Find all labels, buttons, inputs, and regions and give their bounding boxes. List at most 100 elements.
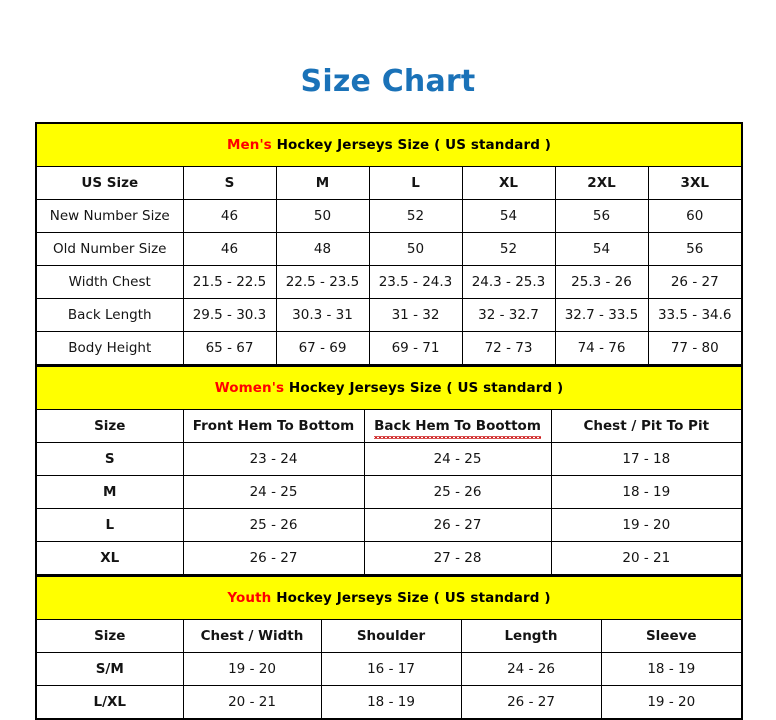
row-value: 23.5 - 24.3 <box>368 265 463 299</box>
row-label: S/M <box>35 652 184 686</box>
row-value: 69 - 71 <box>368 331 463 366</box>
row-value: 18 - 19 <box>550 475 743 509</box>
row-label: L <box>35 508 184 542</box>
mens-size-table: Men's Hockey Jerseys Size ( US standard … <box>35 122 743 366</box>
row-value: 16 - 17 <box>320 652 462 686</box>
row-value: 27 - 28 <box>363 541 552 576</box>
table-row: L/XL 20 - 21 18 - 19 26 - 27 19 - 20 <box>35 685 743 720</box>
row-label: S <box>35 442 184 476</box>
misspelled-word: Back Hem To Boottom <box>374 417 541 439</box>
row-value: 52 <box>368 199 463 233</box>
mens-header-row: US Size S M L XL 2XL 3XL <box>35 166 743 200</box>
womens-banner-rest: Hockey Jerseys Size ( US standard ) <box>288 379 564 396</box>
table-row: M 24 - 25 25 - 26 18 - 19 <box>35 475 743 509</box>
row-value: 25 - 26 <box>363 475 552 509</box>
row-value: 31 - 32 <box>368 298 463 332</box>
womens-banner-accent: Women's <box>214 379 285 396</box>
womens-header-cell: Chest / Pit To Pit <box>550 409 743 443</box>
row-value: 65 - 67 <box>182 331 277 366</box>
row-label: Body Height <box>35 331 184 366</box>
mens-header-cell: 2XL <box>554 166 649 200</box>
mens-header-cell: S <box>182 166 277 200</box>
row-value: 29.5 - 30.3 <box>182 298 277 332</box>
mens-banner-accent: Men's <box>226 136 272 153</box>
row-value: 26 - 27 <box>182 541 365 576</box>
row-label: Back Length <box>35 298 184 332</box>
row-value: 24 - 25 <box>182 475 365 509</box>
row-value: 30.3 - 31 <box>275 298 370 332</box>
mens-header-cell: US Size <box>35 166 184 200</box>
row-value: 54 <box>554 232 649 266</box>
table-row: Width Chest 21.5 - 22.5 22.5 - 23.5 23.5… <box>35 265 743 299</box>
row-value: 25.3 - 26 <box>554 265 649 299</box>
row-value: 67 - 69 <box>275 331 370 366</box>
row-value: 50 <box>275 199 370 233</box>
row-value: 48 <box>275 232 370 266</box>
row-value: 24 - 26 <box>460 652 602 686</box>
size-chart-page: Size Chart Men's Hockey Jerseys Size ( U… <box>35 64 744 720</box>
table-row: XL 26 - 27 27 - 28 20 - 21 <box>35 541 743 576</box>
row-label: Old Number Size <box>35 232 184 266</box>
row-value: 52 <box>461 232 556 266</box>
womens-header-cell-misspelled: Back Hem To Boottom <box>363 409 552 443</box>
womens-header-cell: Size <box>35 409 184 443</box>
youth-banner-row: Youth Hockey Jerseys Size ( US standard … <box>36 576 742 620</box>
table-row: S/M 19 - 20 16 - 17 24 - 26 18 - 19 <box>35 652 743 686</box>
row-value: 17 - 18 <box>550 442 743 476</box>
womens-section-banner: Women's Hockey Jerseys Size ( US standar… <box>36 366 743 410</box>
row-value: 46 <box>182 232 277 266</box>
table-row: Back Length 29.5 - 30.3 30.3 - 31 31 - 3… <box>35 298 743 332</box>
youth-banner-accent: Youth <box>227 589 272 606</box>
youth-size-table: Youth Hockey Jerseys Size ( US standard … <box>35 576 743 720</box>
row-value: 72 - 73 <box>461 331 556 366</box>
row-value: 77 - 80 <box>647 331 743 366</box>
row-value: 18 - 19 <box>320 685 462 720</box>
womens-size-table: Women's Hockey Jerseys Size ( US standar… <box>35 366 744 576</box>
row-value: 46 <box>182 199 277 233</box>
youth-banner-rest: Hockey Jerseys Size ( US standard ) <box>276 589 551 606</box>
row-label: Width Chest <box>35 265 184 299</box>
youth-section-banner: Youth Hockey Jerseys Size ( US standard … <box>36 576 742 620</box>
mens-section-banner: Men's Hockey Jerseys Size ( US standard … <box>36 122 742 167</box>
mens-banner-rest: Hockey Jerseys Size ( US standard ) <box>276 136 552 153</box>
row-value: 22.5 - 23.5 <box>275 265 370 299</box>
row-value: 19 - 20 <box>182 652 322 686</box>
row-value: 33.5 - 34.6 <box>647 298 743 332</box>
table-row: S 23 - 24 24 - 25 17 - 18 <box>35 442 743 476</box>
mens-header-cell: XL <box>461 166 556 200</box>
row-value: 56 <box>554 199 649 233</box>
youth-header-cell: Size <box>35 619 184 653</box>
row-value: 21.5 - 22.5 <box>182 265 277 299</box>
mens-banner-row: Men's Hockey Jerseys Size ( US standard … <box>36 122 742 167</box>
row-label: L/XL <box>35 685 184 720</box>
row-value: 23 - 24 <box>182 442 365 476</box>
row-value: 24.3 - 25.3 <box>461 265 556 299</box>
youth-header-cell: Chest / Width <box>182 619 322 653</box>
table-row: New Number Size 46 50 52 54 56 60 <box>35 199 743 233</box>
mens-header-cell: M <box>275 166 370 200</box>
row-value: 32.7 - 33.5 <box>554 298 649 332</box>
row-value: 26 - 27 <box>363 508 552 542</box>
table-row: L 25 - 26 26 - 27 19 - 20 <box>35 508 743 542</box>
row-value: 26 - 27 <box>460 685 602 720</box>
row-value: 60 <box>647 199 743 233</box>
womens-banner-row: Women's Hockey Jerseys Size ( US standar… <box>36 366 743 410</box>
row-value: 26 - 27 <box>647 265 743 299</box>
row-value: 50 <box>368 232 463 266</box>
row-value: 20 - 21 <box>182 685 322 720</box>
row-label: New Number Size <box>35 199 184 233</box>
row-value: 19 - 20 <box>550 508 743 542</box>
mens-header-cell: L <box>368 166 463 200</box>
table-row: Body Height 65 - 67 67 - 69 69 - 71 72 -… <box>35 331 743 366</box>
row-value: 24 - 25 <box>363 442 552 476</box>
row-value: 20 - 21 <box>550 541 743 576</box>
row-value: 56 <box>647 232 743 266</box>
youth-header-cell: Length <box>460 619 602 653</box>
row-value: 32 - 32.7 <box>461 298 556 332</box>
row-label: M <box>35 475 184 509</box>
youth-header-cell: Shoulder <box>320 619 462 653</box>
row-value: 74 - 76 <box>554 331 649 366</box>
row-value: 19 - 20 <box>600 685 743 720</box>
page-title: Size Chart <box>300 64 476 99</box>
row-value: 18 - 19 <box>600 652 743 686</box>
